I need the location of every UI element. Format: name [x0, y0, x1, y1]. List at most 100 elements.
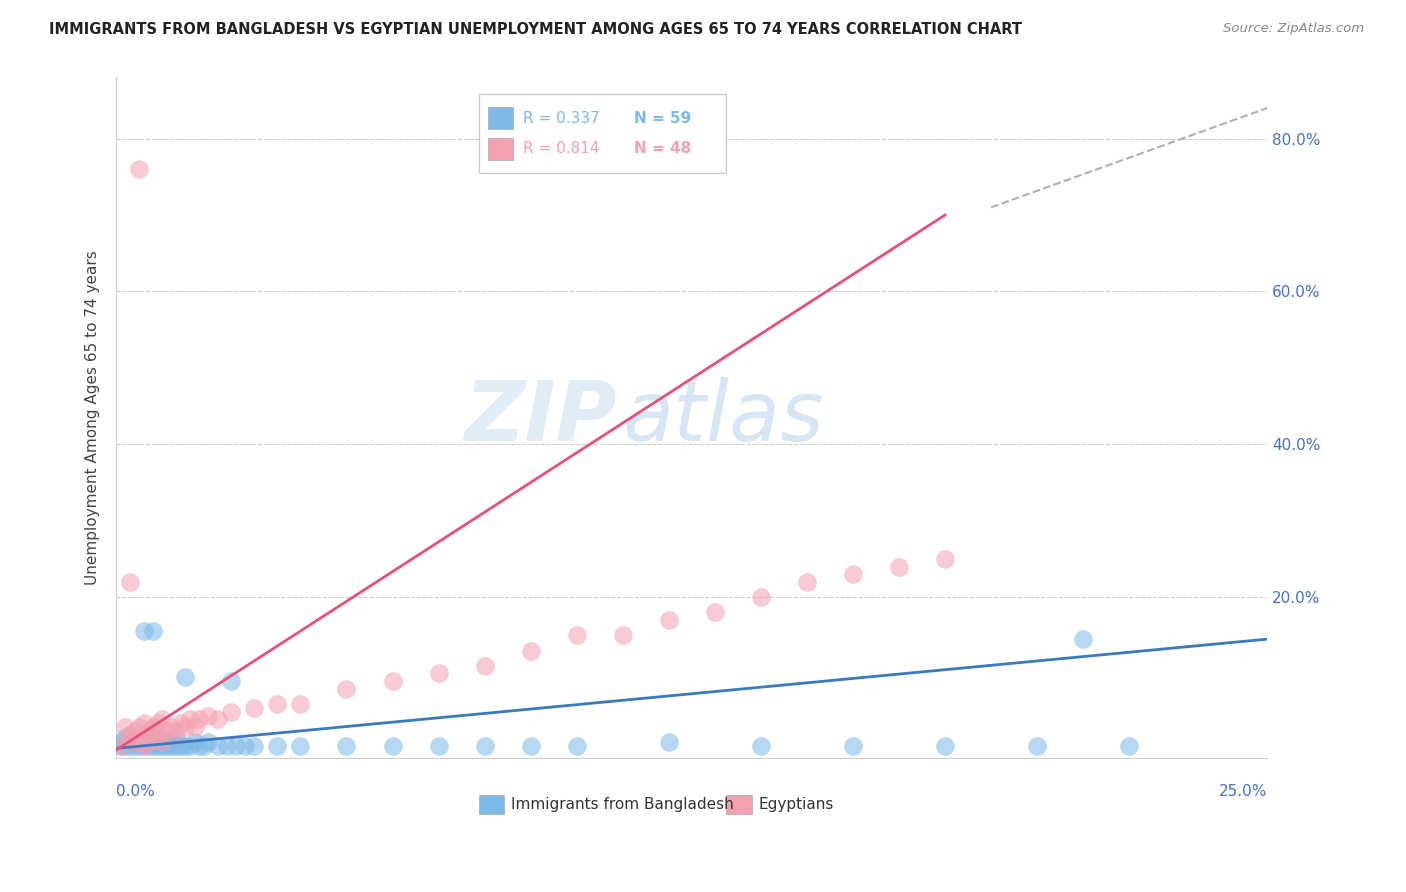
- Point: [124, 735, 146, 749]
- Point: [128, 739, 150, 753]
- Point: [128, 162, 150, 177]
- Point: [165, 731, 187, 746]
- Point: [132, 735, 155, 749]
- Y-axis label: Unemployment Among Ages 65 to 74 years: Unemployment Among Ages 65 to 74 years: [86, 250, 100, 585]
- Point: [120, 735, 142, 749]
- Point: [128, 735, 150, 749]
- Point: [128, 720, 150, 734]
- Text: R = 0.814: R = 0.814: [523, 141, 599, 156]
- Point: [170, 739, 193, 753]
- Point: [179, 739, 201, 753]
- Point: [165, 739, 187, 753]
- Point: [138, 735, 160, 749]
- Point: [120, 728, 142, 742]
- Point: [266, 697, 288, 711]
- Text: atlas: atlas: [623, 377, 824, 458]
- FancyBboxPatch shape: [479, 795, 505, 814]
- Point: [842, 567, 865, 582]
- Point: [142, 720, 165, 734]
- Point: [658, 735, 681, 749]
- Point: [128, 731, 150, 746]
- Text: R = 0.337: R = 0.337: [523, 111, 599, 126]
- Point: [120, 739, 142, 753]
- Point: [179, 712, 201, 726]
- Point: [138, 731, 160, 746]
- Point: [132, 624, 155, 639]
- FancyBboxPatch shape: [488, 138, 513, 160]
- Point: [146, 739, 169, 753]
- Point: [183, 735, 205, 749]
- Point: [207, 739, 229, 753]
- Point: [174, 739, 197, 753]
- Point: [170, 716, 193, 731]
- Point: [160, 739, 183, 753]
- Point: [474, 739, 496, 753]
- FancyBboxPatch shape: [727, 795, 752, 814]
- Point: [749, 739, 772, 753]
- Point: [142, 735, 165, 749]
- Text: Egyptians: Egyptians: [759, 797, 834, 812]
- Point: [427, 666, 450, 681]
- Point: [142, 731, 165, 746]
- Point: [156, 735, 179, 749]
- Text: Immigrants from Bangladesh: Immigrants from Bangladesh: [512, 797, 734, 812]
- Point: [796, 574, 818, 589]
- Point: [132, 739, 155, 753]
- Point: [120, 574, 142, 589]
- Point: [612, 628, 634, 642]
- Point: [749, 590, 772, 604]
- Point: [150, 731, 173, 746]
- Point: [124, 739, 146, 753]
- Point: [197, 708, 219, 723]
- Point: [225, 739, 247, 753]
- Point: [174, 720, 197, 734]
- Point: [335, 681, 357, 696]
- Point: [188, 712, 211, 726]
- Point: [160, 735, 183, 749]
- Text: N = 59: N = 59: [634, 111, 692, 126]
- Point: [160, 720, 183, 734]
- Point: [120, 728, 142, 742]
- Point: [290, 697, 312, 711]
- Point: [150, 712, 173, 726]
- Point: [138, 723, 160, 738]
- Point: [427, 739, 450, 753]
- Point: [146, 716, 169, 731]
- Point: [266, 739, 288, 753]
- Text: Source: ZipAtlas.com: Source: ZipAtlas.com: [1223, 22, 1364, 36]
- Point: [110, 739, 132, 753]
- Point: [174, 670, 197, 684]
- Point: [132, 739, 155, 753]
- Point: [132, 716, 155, 731]
- Point: [188, 739, 211, 753]
- Point: [1026, 739, 1049, 753]
- Point: [474, 658, 496, 673]
- Point: [381, 674, 404, 689]
- Point: [150, 739, 173, 753]
- Point: [114, 720, 136, 734]
- Point: [381, 739, 404, 753]
- Point: [207, 712, 229, 726]
- Point: [934, 739, 956, 753]
- Point: [703, 606, 725, 620]
- Text: 0.0%: 0.0%: [117, 784, 155, 799]
- Point: [1118, 739, 1140, 753]
- Point: [114, 739, 136, 753]
- Point: [565, 739, 588, 753]
- Point: [658, 613, 681, 627]
- Point: [110, 735, 132, 749]
- Point: [565, 628, 588, 642]
- Text: ZIP: ZIP: [464, 377, 617, 458]
- Point: [128, 735, 150, 749]
- FancyBboxPatch shape: [479, 95, 727, 173]
- Point: [243, 739, 266, 753]
- Point: [156, 739, 179, 753]
- Point: [124, 723, 146, 738]
- Point: [146, 728, 169, 742]
- Point: [110, 739, 132, 753]
- Point: [138, 739, 160, 753]
- Point: [197, 735, 219, 749]
- Point: [519, 739, 541, 753]
- Point: [150, 735, 173, 749]
- Point: [519, 643, 541, 657]
